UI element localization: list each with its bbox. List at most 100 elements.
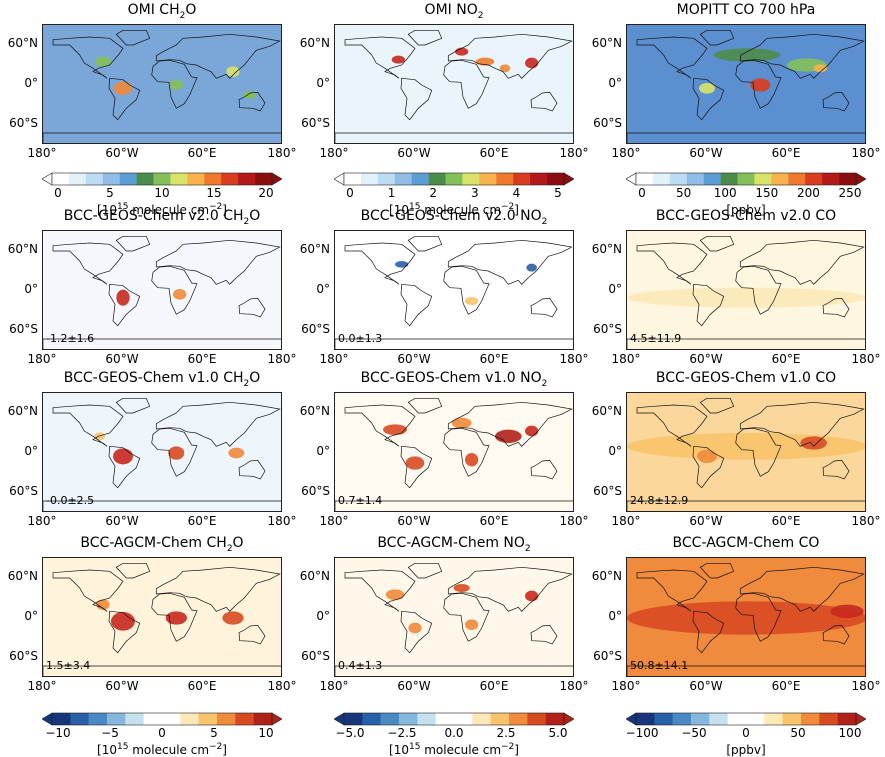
- panel-title: BCC-AGCM-Chem CH2O: [80, 535, 244, 554]
- continent-outline: [335, 338, 573, 349]
- continent-outline: [400, 283, 433, 327]
- colorbar-tick-label: 10: [258, 726, 274, 740]
- colorbar-tick-label: 5: [554, 186, 562, 200]
- longitude-label: 180°: [559, 146, 589, 160]
- colorbar-swatch: [377, 173, 396, 185]
- longitude-label: 180°: [611, 352, 641, 366]
- concentration-hotspot: [111, 612, 135, 631]
- colorbar-arrow-high: [271, 172, 282, 186]
- continent-outline: [108, 445, 141, 489]
- continent-outline: [344, 36, 416, 79]
- continent-outline: [735, 427, 782, 477]
- concentration-hotspot: [713, 48, 781, 62]
- concentration-hotspot: [699, 83, 715, 94]
- bias-stat-label: 24.8±12.9: [630, 494, 689, 507]
- colorbar-tick-label: 50: [675, 186, 692, 200]
- concentration-hotspot: [243, 91, 257, 99]
- concentration-hotspot: [385, 589, 405, 600]
- concentration-hotspot: [113, 448, 133, 465]
- continent-outline: [692, 445, 725, 489]
- continent-outline: [447, 239, 573, 285]
- concentration-hotspot: [813, 64, 827, 73]
- colorbar-tick-label: 200: [796, 186, 820, 200]
- continent-outline: [822, 624, 850, 645]
- longitude-label: 180°: [319, 514, 349, 528]
- world-map: [42, 24, 282, 144]
- colorbar-swatch: [187, 173, 205, 185]
- continent-outline: [627, 338, 865, 349]
- continent-outline: [407, 235, 443, 252]
- colorbar-tick-label: 1: [387, 186, 396, 200]
- longitude-label: 180°: [559, 352, 589, 366]
- world-map: [626, 557, 866, 677]
- longitude-label: 60°E: [479, 146, 509, 160]
- latitude-label: 60°S: [9, 649, 38, 663]
- colorbar-unit-label: [ppbv]: [726, 743, 766, 757]
- longitude-label: 60°W: [397, 352, 431, 366]
- colorbar-tick-label: 20: [258, 186, 274, 200]
- longitude-label: 60°E: [771, 514, 801, 528]
- continent-outline: [627, 132, 865, 143]
- colorbar-unit-label: [1015 molecule cm−2]: [97, 742, 227, 757]
- continent-outline: [155, 401, 281, 447]
- colorbar-swatch: [720, 173, 738, 185]
- longitude-label: 180°: [27, 514, 57, 528]
- continent-outline: [238, 91, 266, 112]
- longitude-label: 180°: [851, 514, 881, 528]
- longitude-label: 60°W: [689, 514, 723, 528]
- colorbar-swatch: [253, 713, 273, 725]
- world-map: [42, 557, 282, 677]
- map-background: [335, 558, 573, 676]
- colorbar-tick-label: 10: [154, 186, 170, 200]
- latitude-label: 60°N: [7, 36, 38, 50]
- panel-title: BCC-GEOS-Chem v2.0 CH2O: [63, 208, 261, 227]
- colorbar-swatch: [686, 173, 704, 185]
- map-background: [43, 25, 281, 143]
- longitude-label: 180°: [851, 146, 881, 160]
- colorbar-tick-label: 0: [742, 726, 750, 740]
- colorbar-tick-label: 2: [429, 186, 437, 200]
- colorbar-swatch: [652, 173, 671, 185]
- map-panel: BCC-AGCM-Chem CO 60°N 0° 60°S 180° 60°W 60°E 18…: [592, 535, 881, 695]
- concentration-hotspot: [800, 436, 827, 450]
- concentration-hotspot: [627, 601, 865, 635]
- continent-outline: [43, 132, 281, 143]
- map-background: [627, 25, 865, 143]
- colorbar-swatch: [709, 713, 728, 725]
- colorbar-swatch: [380, 713, 400, 725]
- concentration-hotspot: [465, 453, 479, 467]
- continent-outline: [447, 401, 573, 447]
- colorbar-tick-label: −50: [681, 726, 707, 740]
- continent-outline: [43, 500, 281, 511]
- longitude-label: 60°E: [771, 679, 801, 693]
- colorbar-swatch: [52, 173, 70, 185]
- colorbar-swatch: [70, 713, 89, 725]
- world-map: [626, 24, 866, 144]
- longitude-label: 180°: [319, 679, 349, 693]
- continent-outline: [238, 297, 266, 318]
- continent-outline: [739, 566, 865, 612]
- longitude-label: 60°W: [397, 146, 431, 160]
- panel-title: BCC-AGCM-Chem NO2: [377, 535, 531, 554]
- colorbar-swatch: [435, 713, 455, 725]
- colorbar-tick-label: 0: [158, 726, 166, 740]
- colorbar-swatch: [472, 713, 491, 725]
- colorbar-swatch: [399, 713, 418, 725]
- latitude-label: 60°N: [7, 569, 38, 583]
- longitude-label: 180°: [267, 352, 297, 366]
- colorbar-tick-label: 0: [346, 186, 354, 200]
- continent-outline: [699, 235, 735, 252]
- latitude-label: 60°N: [7, 242, 38, 256]
- longitude-label: 180°: [27, 146, 57, 160]
- continent-outline: [739, 239, 865, 285]
- world-map: [42, 392, 282, 512]
- continent-outline: [443, 592, 490, 642]
- continent-outline: [443, 59, 490, 109]
- colorbar-tick-label: 250: [838, 186, 862, 200]
- latitude-label: 0°: [608, 282, 622, 296]
- latitude-label: 60°S: [301, 649, 330, 663]
- colorbar-swatch: [88, 713, 108, 725]
- colorbar-swatch: [839, 173, 857, 185]
- latitude-label: 0°: [316, 282, 330, 296]
- colorbar-swatch: [411, 173, 429, 185]
